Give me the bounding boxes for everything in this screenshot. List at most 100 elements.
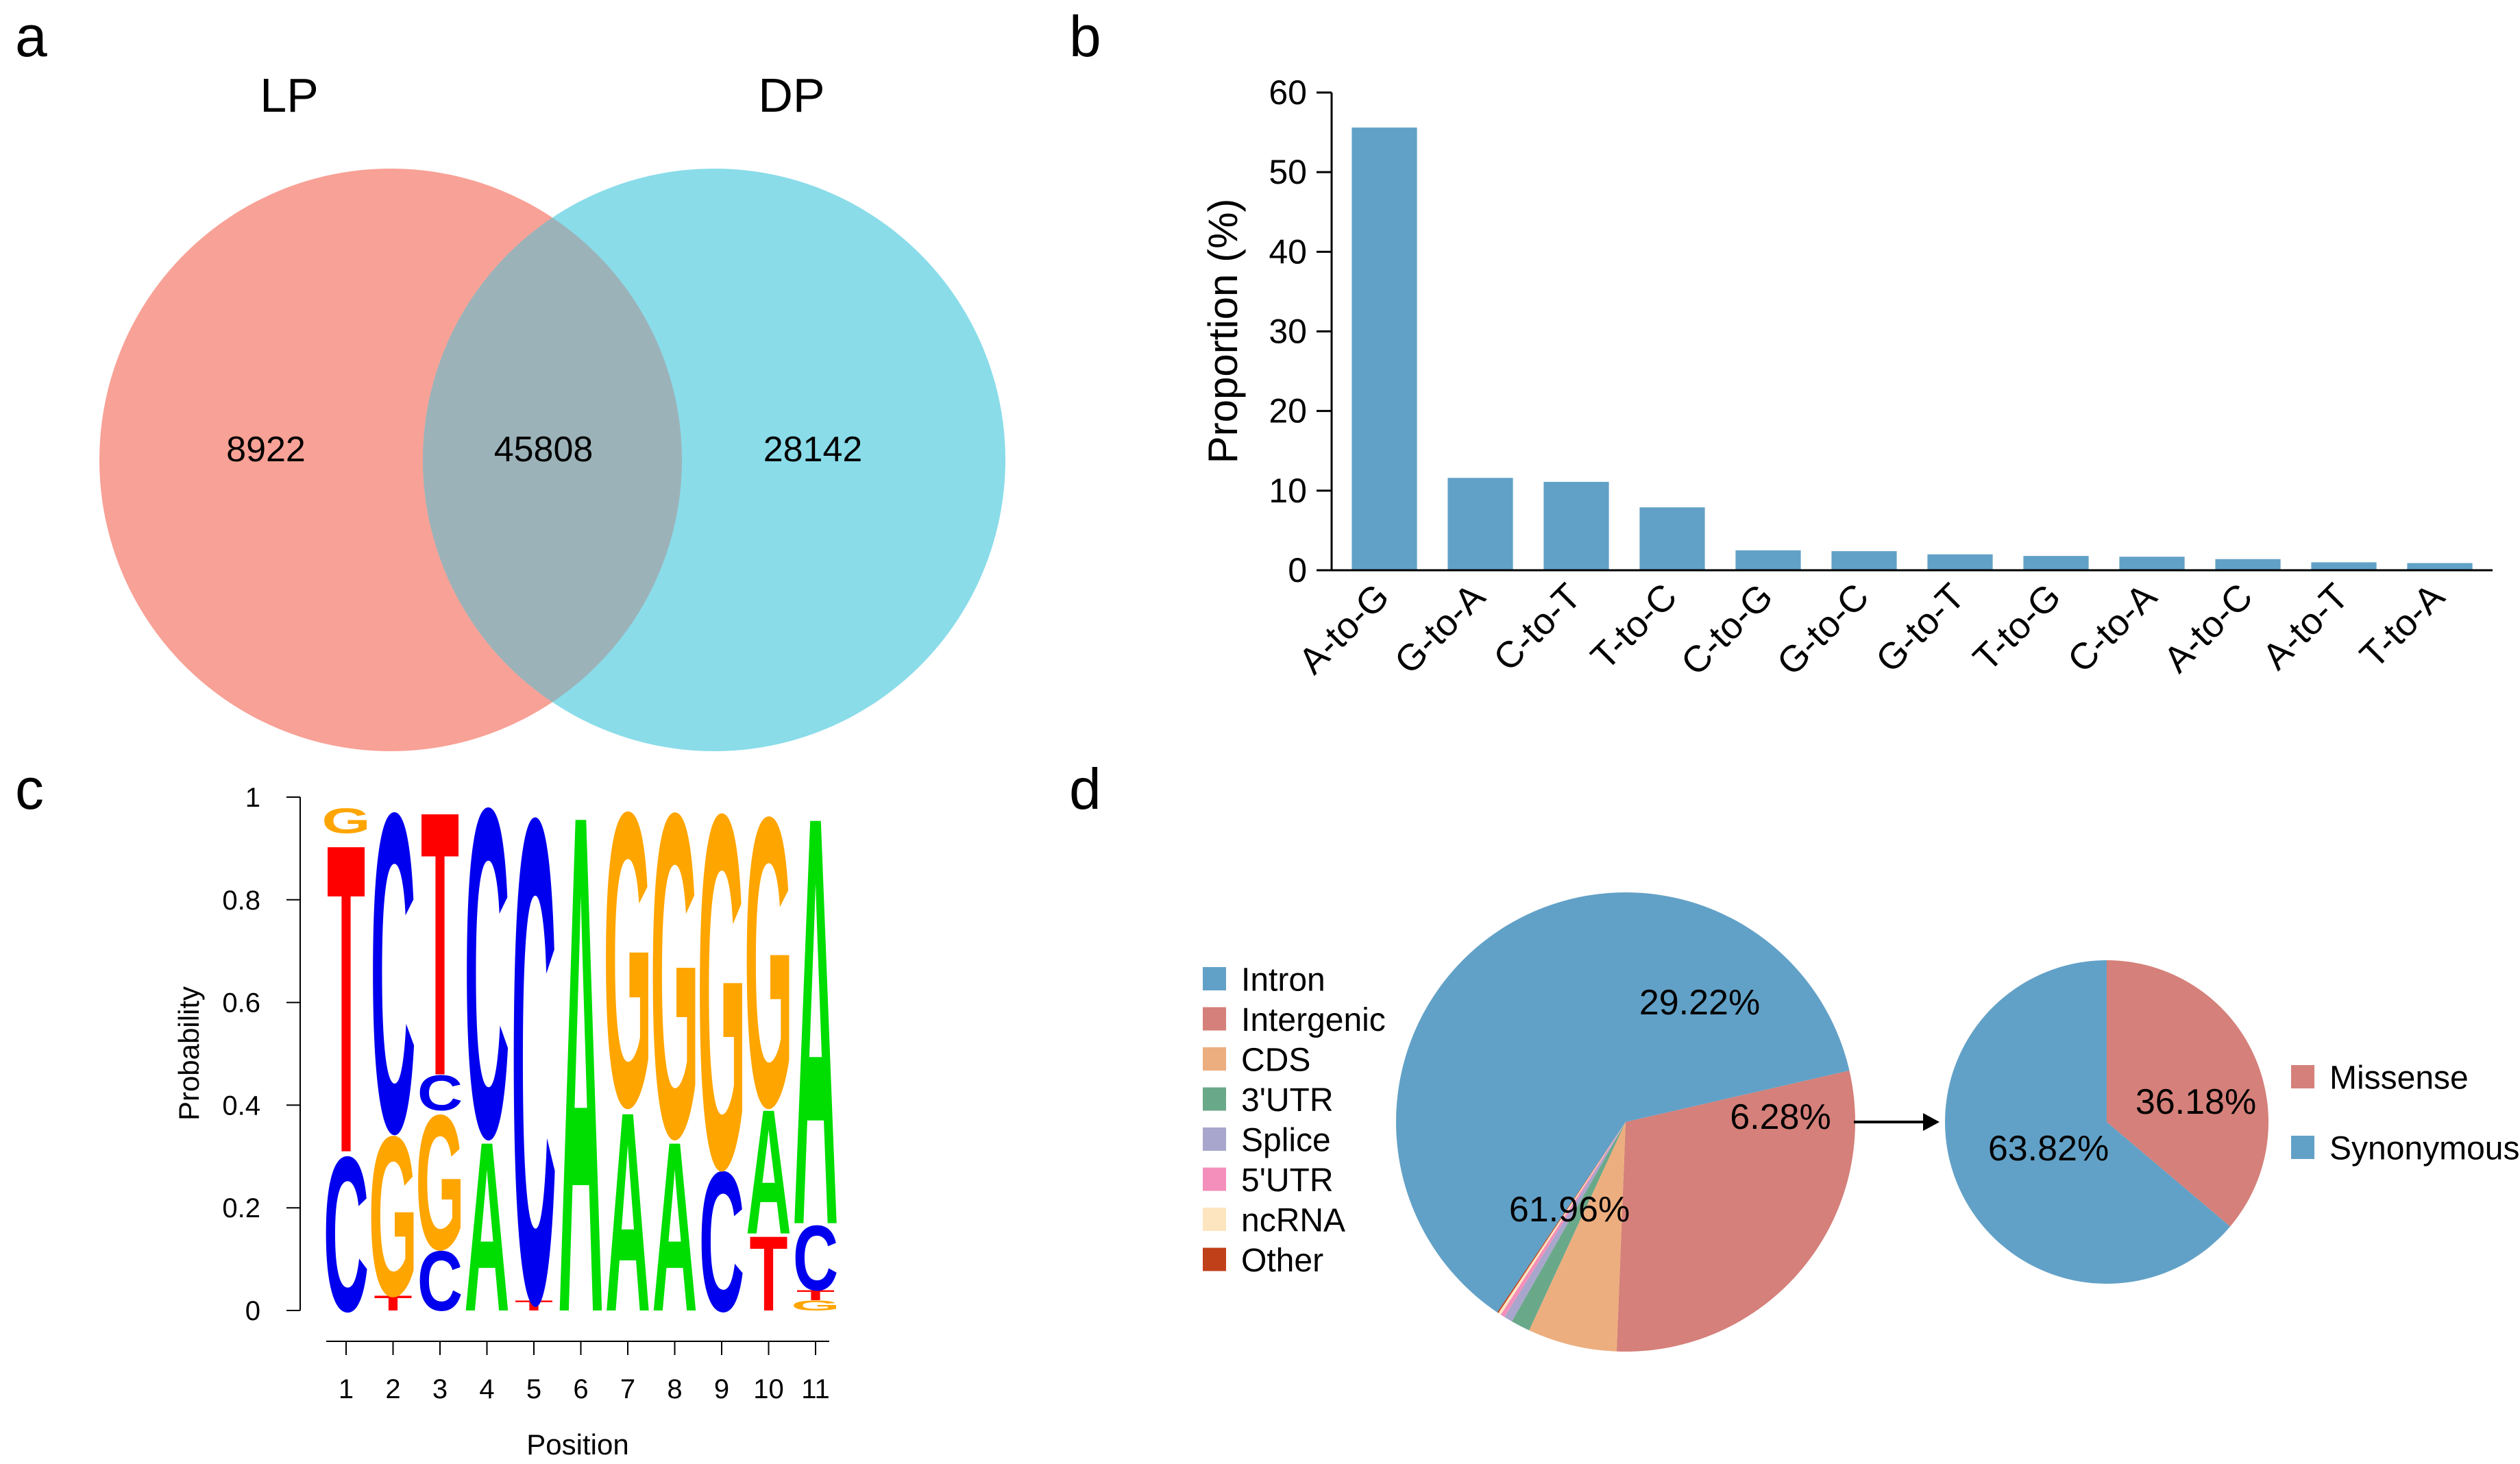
logo-y-tick-label: 0 [245,1296,260,1326]
venn-count-dp-only: 28142 [763,430,863,469]
logo-x-tick-label: 6 [573,1374,588,1404]
legend-label: CDS [1241,1042,1310,1078]
logo-y-tick-label: 0.6 [222,988,260,1018]
x-tick-label: T-to-A [2352,576,2452,676]
logo-x-tick-label: 11 [801,1374,830,1404]
legend-swatch [1203,1168,1226,1191]
legend-label: Splice [1241,1122,1331,1158]
panel-letter-b: b [1069,4,1101,69]
x-tick-label: C-to-T [1486,576,1589,679]
panel-letter-c: c [15,757,44,821]
logo-x-tick-label: 7 [620,1374,635,1404]
y-tick-label: 10 [1269,472,1307,510]
pie-slice-label: 29.22% [1639,983,1760,1023]
legend-swatch [1203,1127,1226,1151]
bar-a-to-c [2215,559,2280,570]
legend-label: Missense [2329,1060,2469,1096]
logo-x-tick-label: 10 [753,1374,784,1404]
logo-letter-c: C [370,718,415,1228]
bar-series [1351,127,2472,570]
legend-label: Other [1241,1243,1323,1279]
bar-t-to-c [1639,507,1704,570]
logo-y-tick-label: 1 [245,783,260,813]
legend-label: ncRNA [1241,1202,1345,1239]
y-axis-label: Proportion (%) [1200,199,1246,464]
pie-legend-cds: Missense Synonymous [2291,1060,2519,1167]
pie-cds: 36.18%63.82% [1945,960,2268,1284]
x-tick-label: T-to-G [1966,576,2069,679]
venn-label-dp: DP [758,69,824,122]
legend-swatch [1203,1248,1226,1271]
bar-t-to-g [2023,556,2088,570]
venn-diagram: LP DP 8922 45808 28142 [99,69,1005,751]
bar-c-to-t [1543,482,1608,570]
x-ticks: A-to-GG-to-AC-to-TT-to-CC-to-GG-to-CG-to… [1291,576,2453,683]
logo-letter-g: G [744,731,793,1193]
legend-swatch [1203,1047,1226,1071]
legend-swatch [2291,1065,2314,1088]
bar-c-to-a [2119,557,2184,570]
logo-letter-c: C [511,674,556,1447]
logo-letter-c: C [464,710,509,1236]
y-tick-label: 40 [1269,232,1307,271]
logo-letter-g: G [321,801,370,841]
bar-a-to-t [2311,562,2376,570]
logo-letter-t: T [421,732,459,1155]
bar-a-to-g [1351,127,1417,570]
bar-t-to-a [2407,563,2472,570]
logo-letter-g: G [697,709,746,1274]
x-tick-label: A-to-T [2255,576,2357,678]
logo-letter-g: G [603,724,652,1194]
legend-swatch [1203,1208,1226,1231]
x-tick-label: C-to-A [2060,576,2165,681]
bar-g-to-c [1831,551,1896,570]
pie-slice-label: 63.82% [1988,1129,2109,1169]
bar-g-to-t [1927,554,1992,570]
x-tick-label: A-to-G [1291,576,1397,682]
venn-count-lp-only: 8922 [226,430,306,469]
x-tick-label: A-to-C [2156,576,2261,681]
x-tick-label: G-to-A [1387,576,1493,682]
panel-letter-d: d [1069,757,1101,821]
y-ticks: 0 10 20 30 40 50 60 [1269,73,1332,589]
legend-swatch [1203,967,1226,990]
bar-c-to-g [1735,550,1800,570]
x-tick-label: T-to-C [1583,576,1685,678]
logo-x-axis-label: Position [526,1428,628,1461]
sequence-logo: CTGTGCCGCTACTC A AGAGCG TAGGTCA 00.20.40.60… [173,666,840,1462]
legend-label: 3'UTR [1241,1082,1334,1119]
x-tick-label: G-to-T [1868,576,1973,681]
legend-label: 5'UTR [1241,1162,1334,1199]
figure: a b c d LP DP 8922 45808 28142 010203040… [0,0,2520,1464]
legend-label: Intergenic [1241,1002,1386,1038]
logo-x-tick-label: 3 [432,1374,448,1404]
legend-swatch [1203,1008,1226,1031]
logo-x-tick-label: 1 [339,1374,354,1404]
legend-label: Synonymous [2329,1130,2519,1167]
logo-y-ticks: 0 0.2 0.4 0.6 0.8 1 [222,783,300,1326]
pie-slice-label: 61.96% [1509,1190,1630,1230]
y-tick-label: 20 [1269,392,1307,430]
logo-x-tick-label: 2 [385,1374,400,1404]
venn-count-overlap: 45808 [494,430,594,469]
x-tick-label: C-to-G [1674,576,1781,683]
logo-y-tick-label: 0.2 [222,1193,260,1223]
logo-letter-a: A [793,694,838,1347]
logo-y-tick-label: 0.8 [222,886,260,916]
bar-g-to-a [1447,478,1513,570]
logo-y-tick-label: 0.4 [222,1090,260,1121]
y-tick-label: 50 [1269,153,1307,191]
legend-label: Intron [1241,962,1325,998]
legend-swatch [2291,1136,2314,1159]
x-tick-label: G-to-C [1770,576,1877,683]
logo-x-tick-label: 8 [667,1374,682,1404]
pie-slice-label: 6.28% [1730,1097,1831,1137]
logo-x-tick-label: 4 [479,1374,494,1404]
y-tick-label: 60 [1269,73,1307,112]
venn-label-lp: LP [260,69,319,122]
panel-letter-a: a [15,4,47,69]
logo-x-tick-label: 9 [714,1374,729,1404]
